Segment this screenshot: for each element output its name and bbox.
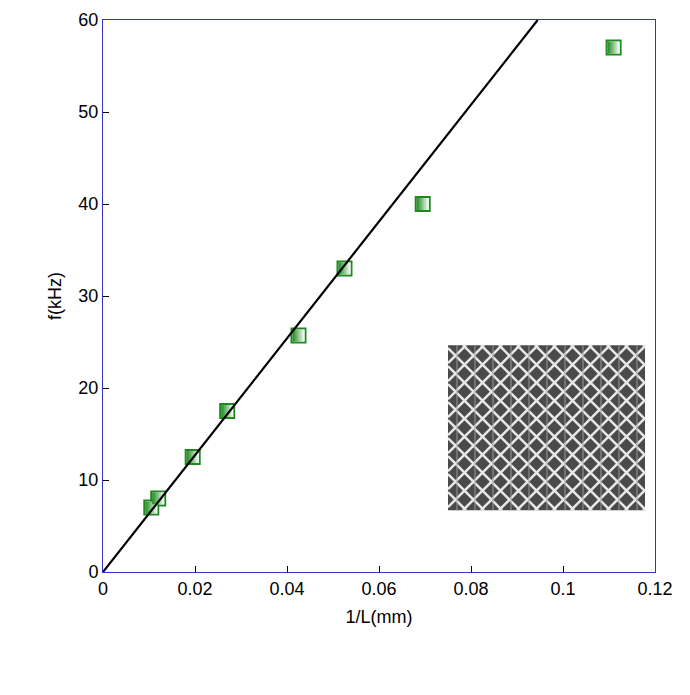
svg-text:0: 0 bbox=[88, 562, 98, 582]
svg-text:0.08: 0.08 bbox=[453, 579, 488, 599]
svg-text:0: 0 bbox=[98, 579, 108, 599]
svg-text:0.04: 0.04 bbox=[269, 579, 304, 599]
svg-text:40: 40 bbox=[78, 194, 98, 214]
svg-text:20: 20 bbox=[78, 378, 98, 398]
svg-text:1/L(mm): 1/L(mm) bbox=[346, 607, 413, 627]
svg-text:50: 50 bbox=[78, 102, 98, 122]
svg-text:0.1: 0.1 bbox=[550, 579, 575, 599]
svg-text:0.06: 0.06 bbox=[361, 579, 396, 599]
svg-text:60: 60 bbox=[78, 10, 98, 30]
svg-text:10: 10 bbox=[78, 470, 98, 490]
svg-text:f(kHz): f(kHz) bbox=[45, 272, 65, 320]
svg-text:0.12: 0.12 bbox=[637, 579, 672, 599]
svg-text:0.02: 0.02 bbox=[177, 579, 212, 599]
svg-text:30: 30 bbox=[78, 286, 98, 306]
